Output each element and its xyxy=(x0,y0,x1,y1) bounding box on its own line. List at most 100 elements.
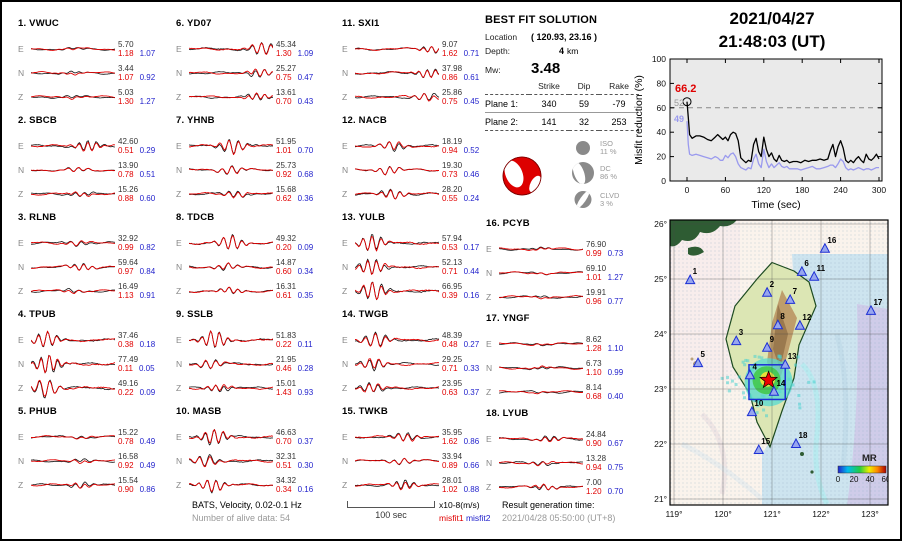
misfit2-value: 0.33 xyxy=(463,364,480,373)
station-twgb: 14. TWGB E 48.39 0.48 0.27 N 29.25 0.71 0.33 Z 23.… xyxy=(342,305,500,402)
misfit2-value: 0.35 xyxy=(297,291,314,300)
trace-values: 24.84 0.90 0.67 xyxy=(586,430,634,448)
misfit1-value: 1.07 xyxy=(118,73,134,82)
plane2-rake: 253 xyxy=(599,113,639,131)
channel-label: N xyxy=(486,363,493,373)
misfit2-legend: misfit2 xyxy=(465,513,491,523)
svg-text:14: 14 xyxy=(776,379,785,388)
depth-value: 4 xyxy=(559,46,565,56)
channel-label: Z xyxy=(486,292,492,302)
map-station-16: 16 xyxy=(819,236,837,253)
channel-label: E xyxy=(18,44,24,54)
channel-row-e: E 24.84 0.90 0.67 xyxy=(486,427,644,451)
channel-row-e: E 32.92 0.99 0.82 xyxy=(18,231,176,255)
channel-row-e: E 57.94 0.53 0.17 xyxy=(342,231,500,255)
station-title: 17. YNGF xyxy=(486,313,530,324)
misfit2-value: 0.47 xyxy=(297,73,314,82)
waveform-trace xyxy=(355,166,439,176)
channel-row-e: E 37.46 0.38 0.18 xyxy=(18,328,176,352)
misfit1-value: 1.18 xyxy=(118,49,134,58)
waveform-trace xyxy=(31,435,115,440)
channel-label: N xyxy=(176,262,183,272)
misfit2-value: 1.07 xyxy=(139,49,156,58)
peak-amplitude: 21.95 xyxy=(276,355,297,364)
misfit2-value: 0.71 xyxy=(463,49,480,58)
plane2-dip: 32 xyxy=(569,113,599,131)
map-station-11: 11 xyxy=(808,264,826,281)
event-time: 21:48:03 (UT) xyxy=(718,32,826,51)
station-sslb: 9. SSLB E 51.83 0.22 0.11 N 21.95 0.46 0.28 Z 15.0… xyxy=(176,305,334,402)
location-value: ( 120.93, 23.16 ) xyxy=(531,32,598,42)
misfit2-value: 0.75 xyxy=(607,463,624,472)
trace-values: 13.61 0.70 0.43 xyxy=(276,88,324,106)
channel-label: E xyxy=(342,141,348,151)
station-title: 11. SXI1 xyxy=(342,18,380,29)
time-scalebar: 100 sec xyxy=(347,501,435,520)
trace-values: 51.83 0.22 0.11 xyxy=(276,331,324,349)
trace-values: 69.10 1.01 1.27 xyxy=(586,264,634,282)
svg-text:15: 15 xyxy=(761,437,770,446)
channel-row-z: Z 15.54 0.90 0.86 xyxy=(18,473,176,497)
channel-row-n: N 69.10 1.01 1.27 xyxy=(486,261,644,285)
waveform-trace xyxy=(355,479,439,491)
map-station-14: 14 xyxy=(768,379,786,396)
misfit1-value: 0.99 xyxy=(118,243,134,252)
map-station-18: 18 xyxy=(790,431,808,448)
station-yd07: 6. YD07 E 45.34 1.30 1.09 N 25.27 0.75 0.47 Z 13.6… xyxy=(176,14,334,111)
mechanism-section: ISO 11 % DC 86 % CLVD 3 % xyxy=(485,139,647,213)
peak-amplitude: 42.60 xyxy=(118,137,139,146)
svg-text:7: 7 xyxy=(793,287,798,296)
channel-label: N xyxy=(176,359,183,369)
peak-amplitude: 59.64 xyxy=(118,258,139,267)
channel-label: E xyxy=(342,238,348,248)
trace-values: 15.22 0.78 0.49 xyxy=(118,428,166,446)
peak-amplitude: 23.95 xyxy=(442,379,463,388)
misfit2-value: 0.24 xyxy=(463,194,480,203)
channel-row-e: E 49.32 0.20 0.09 xyxy=(176,231,334,255)
waveform-trace xyxy=(31,330,115,348)
channel-row-z: Z 34.32 0.34 0.16 xyxy=(176,473,334,497)
svg-text:60: 60 xyxy=(882,475,891,484)
waveform-trace xyxy=(189,429,273,446)
channel-label: E xyxy=(486,244,492,254)
svg-text:121°: 121° xyxy=(763,509,781,519)
channel-row-e: E 9.07 1.62 0.71 xyxy=(342,37,500,61)
channel-label: N xyxy=(18,359,25,369)
misfit1-value: 0.99 xyxy=(586,249,602,258)
peak-amplitude: 25.27 xyxy=(276,64,297,73)
channel-row-e: E 18.19 0.94 0.52 xyxy=(342,134,500,158)
peak-amplitude: 5.70 xyxy=(118,40,134,49)
channel-row-e: E 46.63 0.70 0.37 xyxy=(176,425,334,449)
misfit2-value: 0.70 xyxy=(607,487,624,496)
misfit1-value: 0.92 xyxy=(276,170,292,179)
waveform-trace xyxy=(499,342,583,347)
svg-text:5: 5 xyxy=(701,350,706,359)
trace-values: 16.58 0.92 0.49 xyxy=(118,452,166,470)
misfit1-value: 0.61 xyxy=(276,291,292,300)
misfit2-value: 0.70 xyxy=(297,146,314,155)
waveform-trace xyxy=(31,95,115,100)
dc-icon xyxy=(572,162,594,184)
station-map: 1 2 3 4 5 6 7 8 9 10 11 12 13 14 15 16 17 18 MR 0 20 40 60 26° 2… xyxy=(642,214,902,531)
channel-row-n: N 19.30 0.73 0.46 xyxy=(342,158,500,182)
station-title: 7. YHNB xyxy=(176,115,215,126)
misfit2-value: 1.10 xyxy=(607,344,624,353)
channel-label: N xyxy=(486,268,493,278)
waveform-trace xyxy=(355,93,439,102)
misfit2-value: 0.37 xyxy=(463,388,480,397)
depth-unit: km xyxy=(567,46,579,56)
trace-values: 16.31 0.61 0.35 xyxy=(276,282,324,300)
trace-values: 45.34 1.30 1.09 xyxy=(276,40,324,58)
trace-values: 59.64 0.97 0.84 xyxy=(118,258,166,276)
waveform-trace xyxy=(355,141,439,152)
waveform-trace xyxy=(31,167,115,172)
misfit1-value: 0.75 xyxy=(276,73,292,82)
channel-label: E xyxy=(486,434,492,444)
misfit1-value: 1.20 xyxy=(586,487,602,496)
peak-amplitude: 16.49 xyxy=(118,282,139,291)
channel-row-n: N 6.73 1.10 0.99 xyxy=(486,356,644,380)
misfit1-value: 0.71 xyxy=(442,364,458,373)
misfit2-value: 0.84 xyxy=(139,267,156,276)
beachball-icon xyxy=(502,156,542,196)
